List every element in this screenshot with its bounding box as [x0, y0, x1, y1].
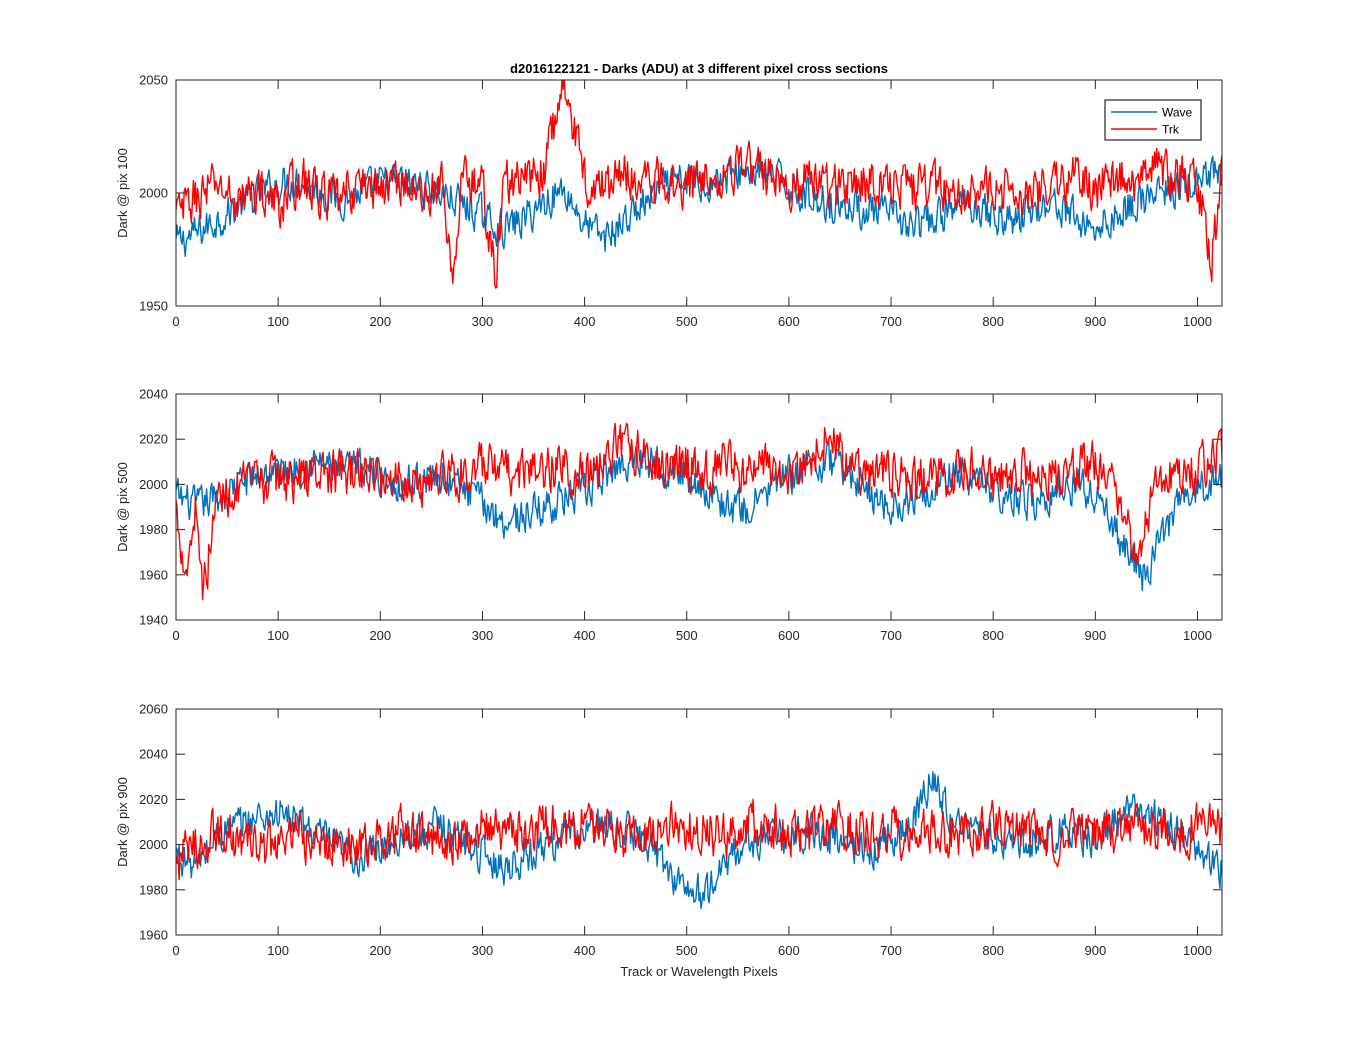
axes-box	[175, 708, 1223, 936]
x-tick-label: 700	[880, 314, 902, 329]
series-line-trk-1	[176, 80, 1222, 289]
series-line-trk-3	[176, 798, 1222, 881]
x-tick-label: 800	[982, 628, 1004, 643]
y-tick-label: 1950	[139, 299, 168, 314]
x-tick-label: 1000	[1183, 628, 1212, 643]
x-tick-label: 0	[172, 314, 179, 329]
x-tick-label: 500	[676, 943, 698, 958]
x-tick-label: 500	[676, 628, 698, 643]
figure-title: d2016122121 - Darks (ADU) at 3 different…	[510, 61, 888, 76]
axes-1: 0 100 200 300 400 500 600 700 800 900 1000 1950 2000…	[115, 73, 1223, 329]
y-tick-label: 2060	[139, 702, 168, 717]
x-tick-label: 600	[778, 943, 800, 958]
x-tick-label: 200	[369, 628, 391, 643]
y-tick-label: 1960	[139, 567, 168, 582]
x-tick-label: 1000	[1183, 943, 1212, 958]
x-tick-label: 100	[267, 314, 289, 329]
legend: Wave Trk	[1104, 99, 1202, 141]
x-tick-label: 900	[1084, 314, 1106, 329]
y-axis-label: Dark @ pix 100	[115, 148, 130, 238]
y-tick-label: 1960	[139, 928, 168, 943]
y-axis-label: Dark @ pix 500	[115, 462, 130, 552]
x-tick-label: 300	[472, 628, 494, 643]
x-tick-label: 200	[369, 314, 391, 329]
y-tick-label: 2000	[139, 186, 168, 201]
axes-2: 0 100 200 300 400 500 600 700 800 900 1000 1940 1960…	[115, 387, 1223, 643]
y-tick-label: 1980	[139, 882, 168, 897]
x-tick-label: 900	[1084, 628, 1106, 643]
x-tick-label: 500	[676, 314, 698, 329]
legend-box	[1104, 99, 1202, 141]
x-tick-label: 900	[1084, 943, 1106, 958]
x-tick-label: 800	[982, 314, 1004, 329]
y-tick-label: 1940	[139, 613, 168, 628]
plot-area	[176, 394, 1222, 620]
y-tick-label: 2000	[139, 837, 168, 852]
x-tick-label: 0	[172, 943, 179, 958]
axes-box	[175, 393, 1223, 621]
x-tick-label: 1000	[1183, 314, 1212, 329]
x-tick-label: 200	[369, 943, 391, 958]
y-tick-label: 2040	[139, 387, 168, 402]
x-tick-label: 400	[574, 314, 596, 329]
x-tick-label: 700	[880, 943, 902, 958]
x-axis-label: Track or Wavelength Pixels	[620, 964, 778, 979]
axes-3: 0 100 200 300 400 500 600 700 800 900 1000 1960 1980…	[115, 702, 1223, 958]
y-tick-label: 2020	[139, 432, 168, 447]
y-tick-label: 2040	[139, 747, 168, 762]
y-axis-label: Dark @ pix 900	[115, 777, 130, 867]
x-tick-label: 600	[778, 314, 800, 329]
y-tick-label: 2000	[139, 477, 168, 492]
y-tick-label: 2050	[139, 73, 168, 88]
x-tick-label: 0	[172, 628, 179, 643]
x-tick-label: 400	[574, 943, 596, 958]
legend-label-wave: Wave	[1162, 106, 1193, 120]
y-tick-label: 1980	[139, 522, 168, 537]
axes-group: 0 100 200 300 400 500 600 700 800 900 100019502000…	[115, 73, 1223, 958]
x-tick-label: 100	[267, 628, 289, 643]
x-tick-label: 700	[880, 628, 902, 643]
y-tick-label: 2020	[139, 792, 168, 807]
x-tick-label: 100	[267, 943, 289, 958]
x-tick-label: 300	[472, 943, 494, 958]
x-tick-label: 300	[472, 314, 494, 329]
x-tick-label: 800	[982, 943, 1004, 958]
legend-label-trk: Trk	[1162, 123, 1180, 137]
series-line-trk-2	[176, 422, 1222, 600]
x-tick-label: 400	[574, 628, 596, 643]
x-tick-label: 600	[778, 628, 800, 643]
